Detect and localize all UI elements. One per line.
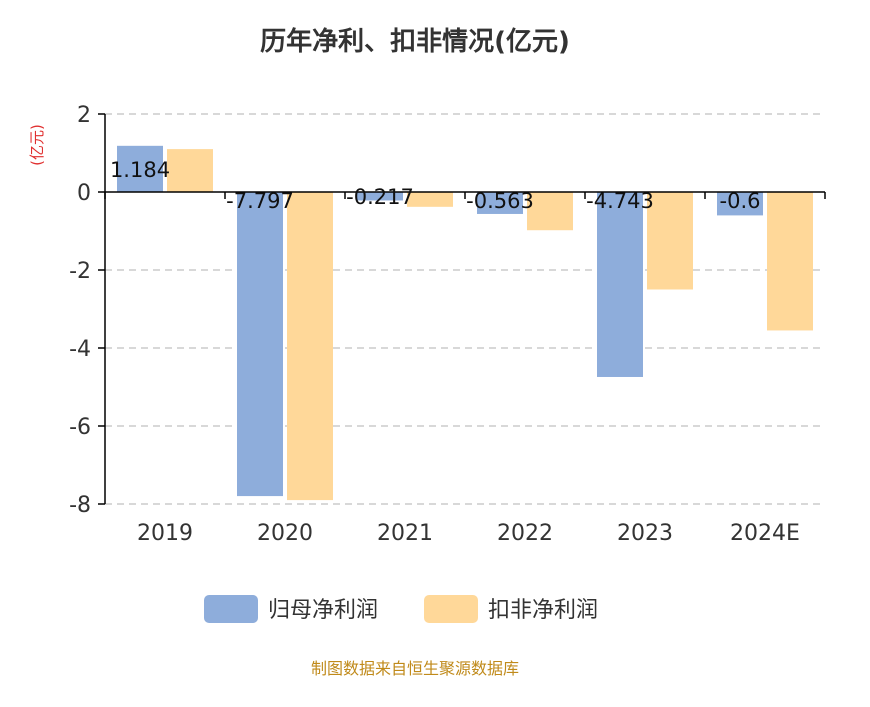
bar-deducted-profit <box>287 192 333 501</box>
grid <box>105 113 825 505</box>
bar-deducted-profit <box>767 192 813 331</box>
legend[interactable]: 归母净利润 扣非净利润 <box>204 595 598 623</box>
legend-swatch <box>204 595 258 623</box>
x-tick-label: 2020 <box>257 521 313 546</box>
x-tick-label: 2023 <box>617 521 673 546</box>
y-tick-label: 2 <box>77 103 91 128</box>
data-label: -0.563 <box>466 189 534 213</box>
y-tick-label: 0 <box>77 181 91 206</box>
legend-item[interactable]: 归母净利润 <box>204 595 378 623</box>
data-label: -0.217 <box>346 185 414 209</box>
axes <box>98 113 826 505</box>
bar-net-profit <box>117 145 163 192</box>
x-tick-label: 2021 <box>377 521 433 546</box>
bar-net-profit <box>357 192 403 201</box>
bar-net-profit <box>597 192 643 377</box>
x-tick-label: 2019 <box>137 521 193 546</box>
bar-net-profit <box>237 192 283 497</box>
x-tick-label: 2022 <box>497 521 553 546</box>
y-tick-label: -6 <box>69 415 91 440</box>
legend-label: 归母净利润 <box>268 598 378 623</box>
y-tick-label: -2 <box>69 259 91 284</box>
y-axis-unit: (亿元) <box>28 124 46 166</box>
data-labels: 1.184 -7.797 -0.217 -0.563 -4.743 -0.6 <box>110 158 761 213</box>
y-tick-label: -8 <box>69 493 91 518</box>
bars <box>117 145 813 501</box>
data-label: -7.797 <box>226 189 294 213</box>
chart-title: 历年净利、扣非情况(亿元) <box>260 26 570 57</box>
y-tick-label: -4 <box>69 337 91 362</box>
bar-deducted-profit <box>647 192 693 290</box>
bar-deducted-profit <box>167 149 213 192</box>
bar-deducted-profit <box>527 192 573 231</box>
source-note: 制图数据来自恒生聚源数据库 <box>311 659 519 678</box>
legend-item[interactable]: 扣非净利润 <box>424 595 598 623</box>
bar-net-profit <box>477 192 523 214</box>
tick-labels: 2 0 -2 -4 -6 -8 2019 2020 2021 2022 2023 2024E <box>69 103 800 546</box>
data-label: -4.743 <box>586 189 654 213</box>
bar-deducted-profit <box>407 192 453 207</box>
x-tick-label: 2024E <box>730 521 800 546</box>
bar-net-profit <box>717 192 763 216</box>
data-label: -0.6 <box>720 189 761 213</box>
data-label: 1.184 <box>110 158 170 182</box>
legend-swatch <box>424 595 478 623</box>
legend-label: 扣非净利润 <box>488 598 598 623</box>
